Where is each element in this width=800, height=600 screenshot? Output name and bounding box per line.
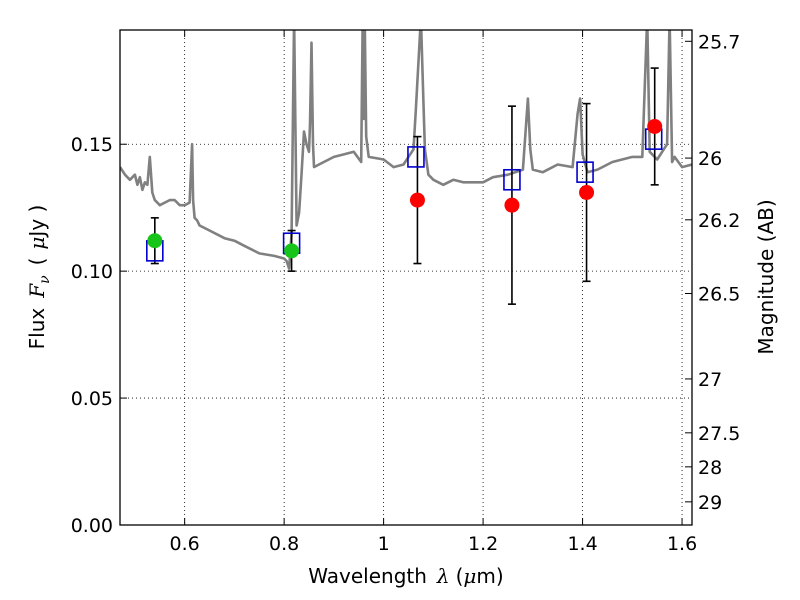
x-tick-label: 1.4 xyxy=(567,533,597,555)
right-tick-label: 26.2 xyxy=(698,210,740,232)
spectrum-line xyxy=(120,30,692,270)
model-box xyxy=(576,161,594,183)
y-tick-label: 0.15 xyxy=(71,134,113,156)
y-axis-ticks: 0.00 0.05 0.10 0.15 xyxy=(71,134,127,537)
observed-point-red xyxy=(409,192,425,208)
x-tick-label: 0.6 xyxy=(170,533,200,555)
x-tick-label: 1.6 xyxy=(667,533,697,555)
x-tick-label: 0.8 xyxy=(269,533,299,555)
grid-lines xyxy=(120,30,692,526)
right-tick-label: 26.5 xyxy=(698,283,740,305)
right-tick-label: 29 xyxy=(698,492,722,514)
right-tick-label: 25.7 xyxy=(698,31,740,53)
right-axis-title: Magnitude (AB) xyxy=(754,199,778,354)
y-axis-title: FluxFν(μJy ) xyxy=(25,205,53,350)
observed-point-red xyxy=(647,118,663,134)
observed-point-green xyxy=(147,233,163,249)
model-box xyxy=(503,168,521,191)
x-tick-label: 1 xyxy=(378,533,390,555)
observed-point-green xyxy=(284,243,300,259)
x-axis-title: Wavelength λ (μm) xyxy=(308,564,503,588)
x-tick-label: 1.2 xyxy=(468,533,498,555)
right-tick-label: 26 xyxy=(698,148,722,170)
right-tick-label: 27 xyxy=(698,369,722,391)
x-axis-ticks: 0.6 0.8 1 1.2 1.4 1.6 xyxy=(170,30,697,555)
observed-point-red xyxy=(504,197,520,213)
right-axis-ticks: 25.7 26 26.2 26.5 27 27.5 28 29 xyxy=(685,31,740,514)
y-tick-label: 0.00 xyxy=(71,515,113,537)
observed-points xyxy=(147,118,663,259)
y-tick-label: 0.05 xyxy=(71,388,113,410)
model-spectrum xyxy=(120,30,692,270)
right-tick-label: 27.5 xyxy=(698,423,740,445)
y-tick-label: 0.10 xyxy=(71,261,113,283)
plot-frame xyxy=(119,29,693,526)
right-tick-label: 28 xyxy=(698,457,722,479)
observed-point-red xyxy=(579,184,595,200)
model-box xyxy=(407,146,425,168)
